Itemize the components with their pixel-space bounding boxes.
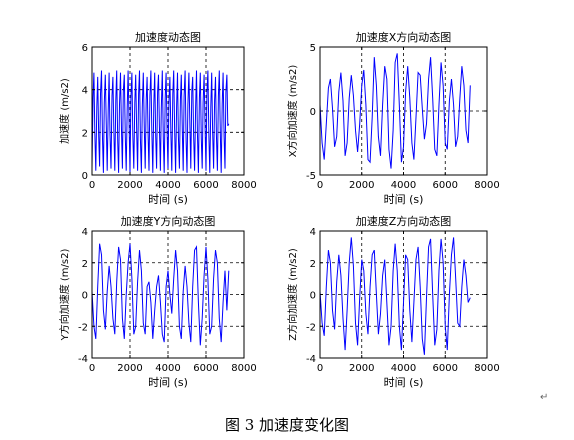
y-tick-label: -2 bbox=[78, 322, 88, 333]
y-tick-label: 2 bbox=[82, 128, 88, 139]
y-tick-label: 0 bbox=[82, 291, 88, 302]
chart-title: 加速度Y方向动态图 bbox=[121, 214, 216, 228]
x-tick-label: 6000 bbox=[193, 180, 218, 191]
y-tick-label: 2 bbox=[310, 259, 316, 270]
y-tick-label: 4 bbox=[82, 227, 88, 238]
x-tick-label: 8000 bbox=[474, 363, 499, 374]
series-line bbox=[91, 243, 230, 346]
y-tick-label: -4 bbox=[306, 354, 316, 365]
y-axis-label: X方向加速度 (m/s2) bbox=[286, 65, 299, 158]
y-axis-label: 加速度 (m/s2) bbox=[58, 78, 71, 144]
x-tick-label: 8000 bbox=[474, 180, 499, 191]
x-tick-label: 0 bbox=[89, 180, 95, 191]
y-tick-label: 2 bbox=[82, 259, 88, 270]
x-tick-label: 2000 bbox=[349, 363, 374, 374]
y-tick-label: 4 bbox=[82, 86, 88, 97]
x-axis-label: 时间 (s) bbox=[384, 193, 424, 206]
x-tick-label: 2000 bbox=[117, 180, 142, 191]
x-tick-label: 0 bbox=[317, 363, 323, 374]
y-axis-label: Y方向加速度 (m/s2) bbox=[58, 249, 71, 342]
x-tick-label: 4000 bbox=[391, 363, 416, 374]
x-axis-label: 时间 (s) bbox=[384, 376, 424, 389]
y-axis-label: Z方向加速度 (m/s2) bbox=[286, 248, 299, 341]
chart-title: 加速度动态图 bbox=[135, 30, 201, 44]
x-tick-label: 6000 bbox=[193, 363, 218, 374]
y-tick-label: 5 bbox=[310, 43, 316, 54]
chart-title: 加速度X方向动态图 bbox=[356, 30, 452, 44]
figure-caption: 图 3 加速度变化图 bbox=[224, 416, 350, 434]
y-tick-label: 0 bbox=[310, 291, 316, 302]
x-tick-label: 4000 bbox=[155, 180, 180, 191]
y-tick-label: -2 bbox=[306, 322, 316, 333]
series-line bbox=[319, 53, 471, 169]
y-tick-label: -4 bbox=[78, 354, 88, 365]
x-tick-label: 4000 bbox=[391, 180, 416, 191]
y-tick-label: 6 bbox=[82, 43, 88, 54]
x-tick-label: 2000 bbox=[349, 180, 374, 191]
x-tick-label: 6000 bbox=[433, 180, 458, 191]
y-tick-label: 0 bbox=[310, 107, 316, 118]
x-tick-label: 8000 bbox=[231, 180, 256, 191]
series-line bbox=[91, 70, 230, 173]
series-line bbox=[319, 237, 471, 355]
x-tick-label: 8000 bbox=[231, 363, 256, 374]
x-tick-label: 2000 bbox=[117, 363, 142, 374]
paragraph-mark: ↵ bbox=[540, 392, 549, 403]
chart-title: 加速度Z方向动态图 bbox=[356, 214, 452, 228]
x-tick-label: 0 bbox=[317, 180, 323, 191]
y-tick-label: 4 bbox=[310, 227, 316, 238]
y-tick-label: -5 bbox=[306, 171, 316, 182]
x-tick-label: 0 bbox=[89, 363, 95, 374]
x-tick-label: 4000 bbox=[155, 363, 180, 374]
x-tick-label: 6000 bbox=[433, 363, 458, 374]
x-axis-label: 时间 (s) bbox=[148, 376, 188, 389]
y-tick-label: 0 bbox=[82, 171, 88, 182]
x-axis-label: 时间 (s) bbox=[148, 193, 188, 206]
